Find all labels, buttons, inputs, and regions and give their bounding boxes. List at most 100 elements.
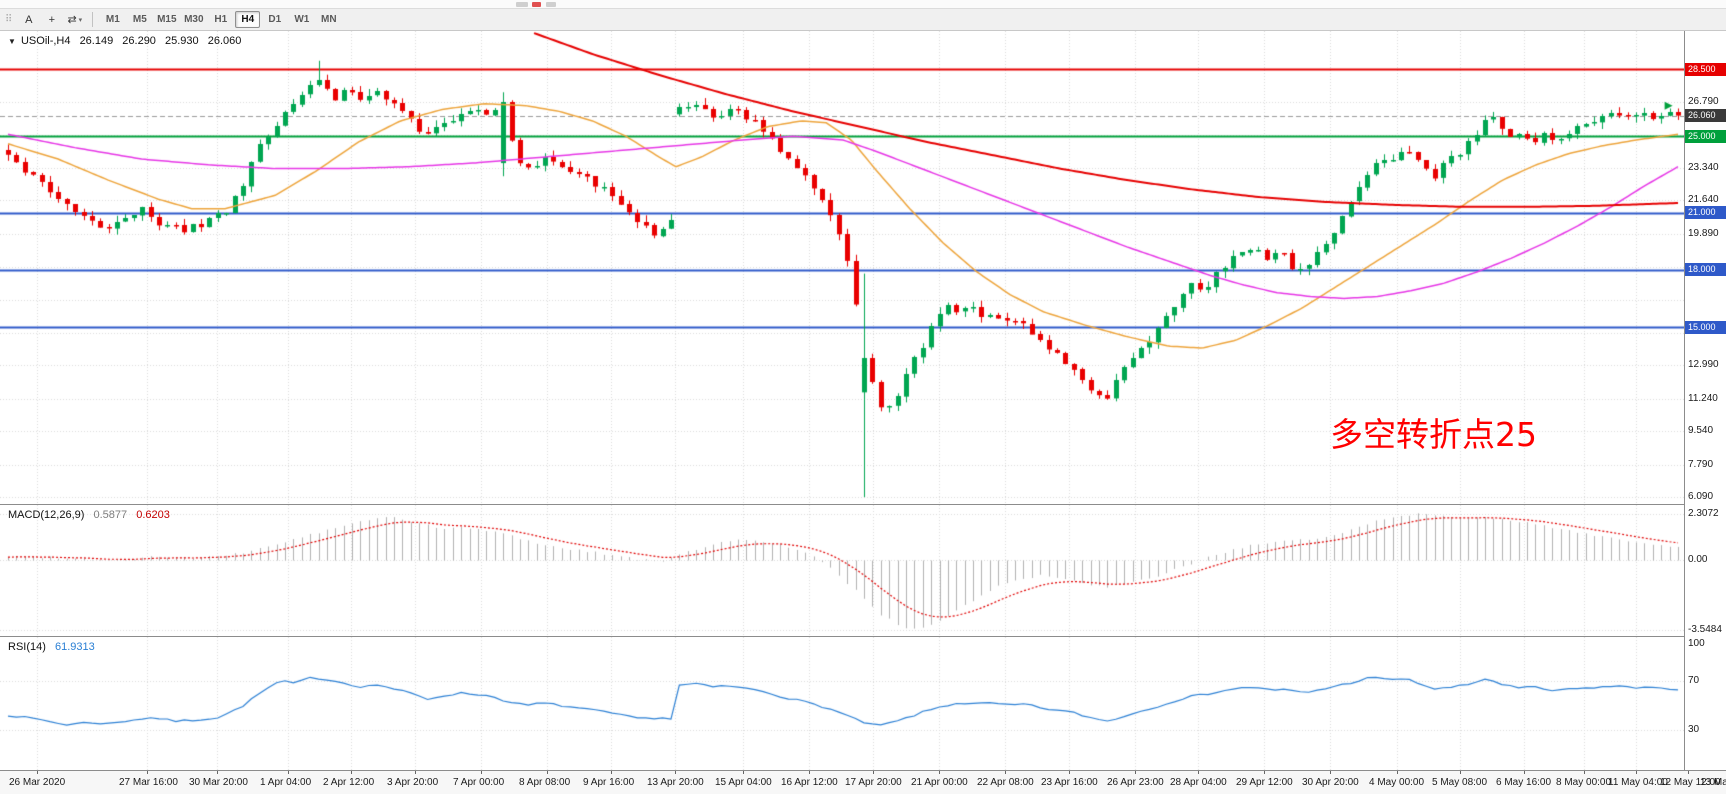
timeframe-button-m15[interactable]: M15 bbox=[157, 14, 177, 25]
text-tool-button[interactable]: A bbox=[25, 13, 33, 26]
rsi-scale-label: 100 bbox=[1688, 638, 1705, 649]
time-axis-tick bbox=[1524, 771, 1525, 774]
chart-open-value: 26.149 bbox=[79, 35, 114, 47]
time-axis-tick bbox=[675, 771, 676, 774]
macd-scale-label: 0.00 bbox=[1688, 554, 1708, 565]
time-axis-label: 26 Apr 23:00 bbox=[1107, 777, 1164, 788]
chart-high-value: 26.290 bbox=[122, 35, 156, 47]
time-axis-label: 8 May 00:00 bbox=[1556, 777, 1612, 788]
time-axis-tick bbox=[873, 771, 874, 774]
price-axis[interactable]: 26.790 23.340 21.640 19.890 12.990 11.240 9.54… bbox=[1684, 31, 1726, 770]
time-axis-label: 4 May 00:00 bbox=[1369, 777, 1425, 788]
price-axis-label: 21.640 bbox=[1688, 194, 1719, 205]
time-axis-label: 13 Apr 20:00 bbox=[647, 777, 704, 788]
rsi-indicator-canvas[interactable] bbox=[0, 637, 1684, 770]
time-axis-label: 15 Apr 04:00 bbox=[715, 777, 772, 788]
timeframe-button-w1[interactable]: W1 bbox=[294, 14, 310, 25]
rsi-panel: RSI(14) 61.9313 bbox=[0, 637, 1684, 770]
time-axis-tick bbox=[1005, 771, 1006, 774]
dropdown-caret-icon: ▾ bbox=[78, 16, 83, 24]
time-axis-tick bbox=[351, 771, 352, 774]
time-axis-tick bbox=[1636, 771, 1637, 774]
price-axis-label: 9.540 bbox=[1688, 425, 1714, 436]
time-axis-label: 3 Apr 20:00 bbox=[387, 777, 439, 788]
timeframe-button-h1[interactable]: H1 bbox=[214, 14, 228, 25]
time-axis-label: 13 May 22:00 bbox=[1700, 777, 1726, 788]
toolbar-grip-icon[interactable]: ⠿ bbox=[5, 13, 13, 25]
price-axis-label: 11.240 bbox=[1688, 393, 1718, 404]
time-axis-tick bbox=[481, 771, 482, 774]
time-axis-label: 8 Apr 08:00 bbox=[519, 777, 571, 788]
timeframe-button-mn[interactable]: MN bbox=[321, 14, 337, 25]
time-axis-tick bbox=[809, 771, 810, 774]
main-chart-panel: ▼ USOil-,H4 26.149 26.290 25.930 26.060 … bbox=[0, 31, 1684, 504]
price-axis-label: 26.790 bbox=[1688, 96, 1719, 107]
time-axis-tick bbox=[1584, 771, 1585, 774]
main-chart-canvas[interactable] bbox=[0, 31, 1684, 504]
chart-title: ▼ USOil-,H4 26.149 26.290 25.930 26.060 bbox=[8, 35, 247, 47]
time-axis-label: 21 Apr 00:00 bbox=[911, 777, 968, 788]
time-axis-tick bbox=[611, 771, 612, 774]
time-axis-tick bbox=[1330, 771, 1331, 774]
toolbar: ⠿ A + ⇄ ▾ M1 M5 M15 M30 H1 H4 D1 W1 MN bbox=[0, 9, 1726, 31]
menubar-strip[interactable] bbox=[0, 0, 1726, 9]
macd-scale-label: -3.5484 bbox=[1688, 624, 1722, 635]
menubar-fragment bbox=[516, 2, 528, 7]
price-level-chip: 18.000 bbox=[1685, 263, 1726, 276]
macd-signal-value: 0.6203 bbox=[136, 509, 170, 521]
timeframe-button-m1[interactable]: M1 bbox=[105, 14, 120, 25]
chart-annotation-text[interactable]: 多空转折点25 bbox=[1330, 415, 1537, 454]
macd-main-value: 0.5877 bbox=[93, 509, 128, 521]
rsi-scale-label: 30 bbox=[1688, 724, 1700, 735]
menubar-fragment bbox=[546, 2, 556, 7]
time-axis-label: 9 Apr 16:00 bbox=[583, 777, 635, 788]
time-axis-tick bbox=[415, 771, 416, 774]
time-axis-tick bbox=[147, 771, 148, 774]
macd-scale-label: 2.3072 bbox=[1688, 508, 1719, 519]
chart-symbol-period: USOil-,H4 bbox=[20, 35, 71, 47]
time-axis-label: 28 Apr 04:00 bbox=[1170, 777, 1227, 788]
macd-indicator-canvas[interactable] bbox=[0, 505, 1684, 636]
timeframe-button-h4[interactable]: H4 bbox=[235, 11, 261, 28]
price-axis-label: 23.340 bbox=[1688, 162, 1719, 173]
macd-title: MACD(12,26,9) 0.5877 0.6203 bbox=[8, 509, 176, 521]
time-axis-label: 27 Mar 16:00 bbox=[119, 777, 178, 788]
collapse-triangle-icon[interactable]: ▼ bbox=[8, 37, 16, 46]
time-axis-label: 26 Mar 2020 bbox=[9, 777, 66, 788]
time-axis-tick bbox=[1688, 771, 1689, 774]
time-axis-tick bbox=[1198, 771, 1199, 774]
timeframe-button-d1[interactable]: D1 bbox=[268, 14, 282, 25]
macd-panel: MACD(12,26,9) 0.5877 0.6203 bbox=[0, 505, 1684, 636]
timeframe-button-m30[interactable]: M30 bbox=[184, 14, 204, 25]
time-axis-tick bbox=[1135, 771, 1136, 774]
time-axis-tick bbox=[1264, 771, 1265, 774]
chart-low-value: 25.930 bbox=[165, 35, 199, 47]
time-axis-label: 1 Apr 04:00 bbox=[260, 777, 312, 788]
menubar-new-order-fragment bbox=[532, 2, 541, 7]
price-axis-label: 6.090 bbox=[1688, 491, 1714, 502]
time-axis-label: 22 Apr 08:00 bbox=[977, 777, 1034, 788]
toolbar-separator bbox=[92, 12, 94, 27]
time-axis-label: 7 Apr 00:00 bbox=[453, 777, 505, 788]
time-axis[interactable]: 26 Mar 2020 27 Mar 16:00 30 Mar 20:00 1 Apr… bbox=[0, 770, 1726, 794]
time-axis-label: 30 Mar 20:00 bbox=[189, 777, 248, 788]
price-axis-label: 7.790 bbox=[1688, 459, 1714, 470]
time-axis-label: 2 Apr 12:00 bbox=[323, 777, 375, 788]
timeframe-button-m5[interactable]: M5 bbox=[132, 14, 147, 25]
panel-splitter[interactable] bbox=[0, 636, 1684, 637]
time-axis-label: 29 Apr 12:00 bbox=[1236, 777, 1293, 788]
time-axis-label: 16 Apr 12:00 bbox=[781, 777, 838, 788]
time-axis-label: 6 May 16:00 bbox=[1496, 777, 1552, 788]
panel-splitter[interactable] bbox=[0, 504, 1684, 505]
rsi-name: RSI(14) bbox=[8, 641, 46, 653]
time-axis-tick bbox=[547, 771, 548, 774]
time-axis-tick bbox=[1069, 771, 1070, 774]
time-axis-label: 5 May 08:00 bbox=[1432, 777, 1488, 788]
time-axis-tick bbox=[939, 771, 940, 774]
crosshair-tool-button[interactable]: + bbox=[48, 13, 56, 26]
time-axis-tick bbox=[217, 771, 218, 774]
price-level-chip: 21.000 bbox=[1685, 206, 1726, 219]
drawing-tools-button[interactable]: ⇄ ▾ bbox=[67, 14, 83, 26]
time-axis-label: 30 Apr 20:00 bbox=[1302, 777, 1359, 788]
rsi-scale-label: 70 bbox=[1688, 675, 1700, 686]
